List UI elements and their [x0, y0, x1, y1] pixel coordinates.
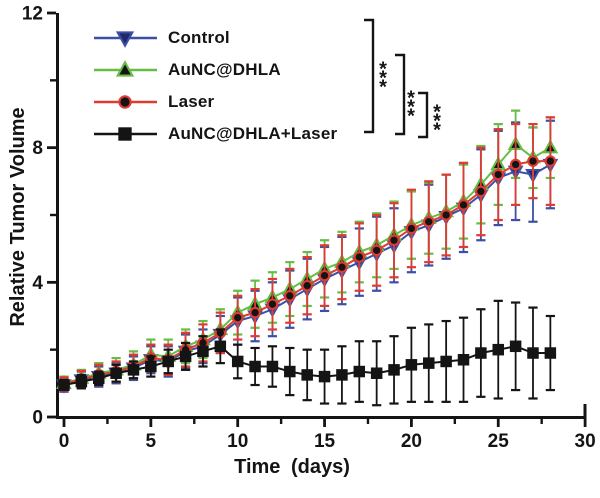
x-tick-label: 30 [575, 431, 596, 452]
y-tick-label: 12 [22, 3, 43, 24]
x-tick-label: 5 [146, 431, 157, 452]
series-AuNC@DHLA+Laser [58, 299, 557, 407]
significance-bracket-2: *** [395, 53, 415, 136]
legend-item-control: Control [92, 22, 337, 54]
significance-stars: * [433, 111, 441, 133]
legend: Control AuNC@DHLA Laser AuNC@DHLA+Laser [92, 22, 337, 150]
y-tick-label: 8 [32, 138, 43, 159]
significance-stars: * [407, 97, 415, 119]
legend-item-laser: Laser [92, 86, 337, 118]
laser-marker-icon [94, 95, 157, 109]
legend-item-aunc-dhla: AuNC@DHLA [92, 54, 337, 86]
x-tick-label: 0 [59, 431, 70, 452]
legend-label-control: Control [168, 28, 230, 47]
y-tick-label: 4 [32, 273, 43, 294]
y-axis-ticks: 0 4 8 12 [22, 3, 56, 429]
legend-label-aunc-dhla: AuNC@DHLA [168, 60, 281, 79]
significance-stars: * [407, 106, 415, 128]
x-tick-label: 10 [227, 431, 248, 452]
aunc-dhla-marker-icon [94, 60, 157, 77]
control-marker-icon [94, 31, 157, 48]
significance-stars: * [407, 88, 415, 110]
significance-bracket-1: *** [364, 18, 387, 134]
aunc-dhla-laser-marker-icon [94, 127, 157, 141]
axes [56, 13, 587, 419]
significance-stars: * [379, 59, 387, 81]
legend-item-aunc-dhla-laser: AuNC@DHLA+Laser [92, 118, 337, 150]
x-axis-ticks: 0 5 10 15 20 25 30 [59, 418, 596, 452]
significance-stars: * [379, 68, 387, 90]
significance-stars: * [379, 77, 387, 99]
y-axis-label: Relative Tumor Volume [7, 107, 29, 327]
x-tick-label: 15 [314, 431, 336, 452]
legend-label-laser: Laser [168, 92, 215, 111]
significance-stars: * [433, 102, 441, 124]
legend-label-aunc-dhla-laser: AuNC@DHLA+Laser [168, 124, 338, 143]
y-tick-label: 0 [32, 408, 43, 429]
x-tick-label: 20 [401, 431, 422, 452]
significance-bracket-3: *** [418, 91, 441, 142]
x-axis-label: Time (days) [234, 456, 350, 478]
significance-stars: * [433, 120, 441, 142]
x-tick-label: 25 [488, 431, 510, 452]
